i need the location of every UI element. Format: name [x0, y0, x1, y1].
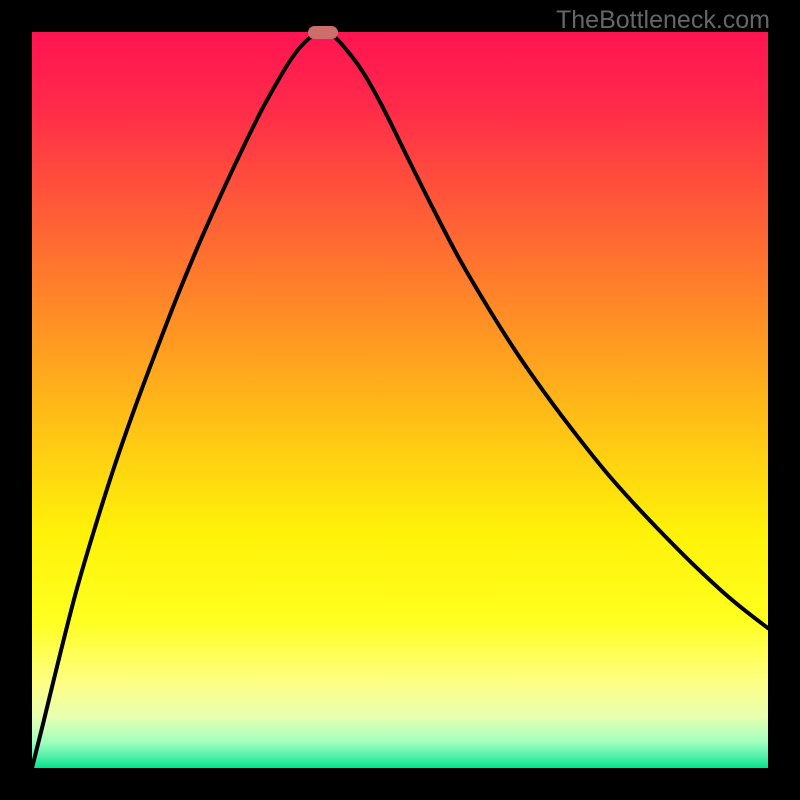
optimal-point-marker [308, 26, 338, 39]
plot-area [32, 32, 768, 768]
curve-path [32, 32, 768, 768]
chart-container: TheBottleneck.com [0, 0, 800, 800]
watermark-text: TheBottleneck.com [556, 6, 770, 35]
bottleneck-curve [32, 32, 768, 768]
